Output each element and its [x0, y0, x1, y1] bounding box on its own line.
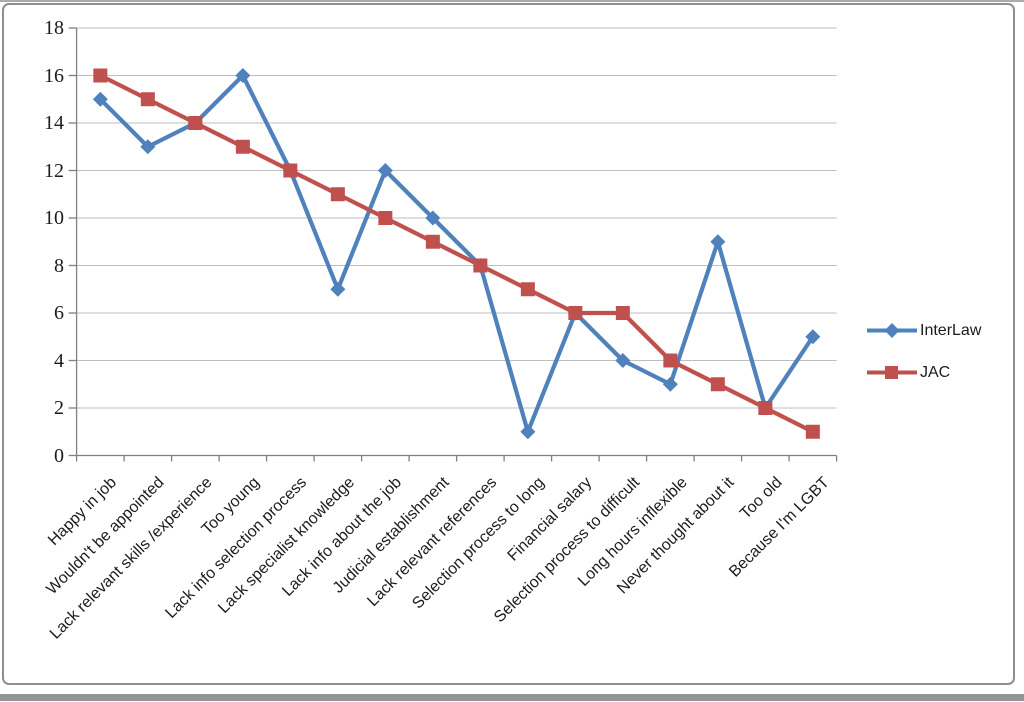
data-point-diamond[interactable]	[92, 91, 108, 107]
data-point-diamond[interactable]	[330, 281, 346, 297]
series-line-jac	[98, 73, 815, 434]
y-tick-label: 14	[44, 112, 64, 134]
legend: InterLaw JAC	[866, 322, 981, 406]
data-point-square[interactable]	[188, 116, 203, 130]
y-tick-label: 2	[54, 397, 64, 419]
data-point-diamond[interactable]	[662, 376, 678, 392]
gridlines	[76, 27, 837, 409]
page-top-edge	[0, 0, 1024, 2]
y-tick-label: 18	[44, 17, 64, 39]
data-point-diamond[interactable]	[235, 68, 251, 83]
y-tick-label: 16	[44, 64, 64, 87]
data-point-diamond[interactable]	[805, 329, 821, 345]
data-point-square[interactable]	[710, 377, 725, 392]
data-point-square[interactable]	[425, 234, 440, 249]
data-point-square[interactable]	[235, 139, 250, 154]
data-point-diamond[interactable]	[140, 139, 156, 155]
data-point-diamond[interactable]	[710, 234, 726, 250]
data-point-square[interactable]	[520, 282, 535, 297]
y-tick-label: 12	[44, 159, 64, 182]
y-tick-label: 8	[54, 254, 64, 277]
data-point-diamond[interactable]	[520, 424, 536, 440]
legend-label-jac: JAC	[920, 363, 951, 381]
y-tick-label: 6	[54, 302, 64, 324]
page-bottom-edge	[0, 694, 1024, 701]
data-point-diamond[interactable]	[377, 163, 393, 178]
y-tick-label: 10	[44, 207, 64, 229]
figure-border	[2, 3, 1015, 685]
legend-line-marker-icon	[867, 366, 917, 379]
legend-item-jac[interactable]: JAC	[866, 364, 981, 381]
y-tick-label: 4	[54, 349, 64, 372]
data-point-square[interactable]	[568, 306, 583, 320]
legend-label-interlaw: InterLaw	[920, 321, 982, 339]
y-tick-label: 0	[54, 444, 64, 467]
data-point-square[interactable]	[93, 68, 108, 83]
data-point-square[interactable]	[663, 353, 678, 368]
axes	[68, 27, 838, 462]
data-point-square[interactable]	[615, 306, 630, 320]
data-point-square[interactable]	[758, 401, 773, 415]
series-line-interlaw	[98, 73, 815, 434]
data-point-square[interactable]	[140, 92, 155, 107]
data-point-square[interactable]	[330, 187, 345, 202]
data-point-diamond[interactable]	[425, 210, 441, 226]
data-point-square[interactable]	[473, 258, 488, 273]
data-point-square[interactable]	[283, 163, 298, 178]
series-jac	[93, 68, 820, 439]
legend-item-interlaw[interactable]: InterLaw	[866, 322, 981, 339]
legend-line-marker-icon	[867, 323, 917, 338]
data-point-diamond[interactable]	[615, 353, 631, 368]
data-point-square[interactable]	[805, 424, 820, 439]
data-point-square[interactable]	[378, 211, 393, 225]
